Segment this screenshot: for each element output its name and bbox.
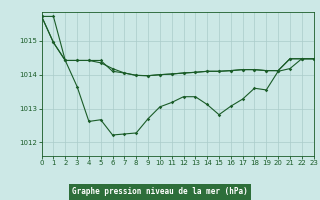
- Text: Graphe pression niveau de la mer (hPa): Graphe pression niveau de la mer (hPa): [72, 188, 248, 196]
